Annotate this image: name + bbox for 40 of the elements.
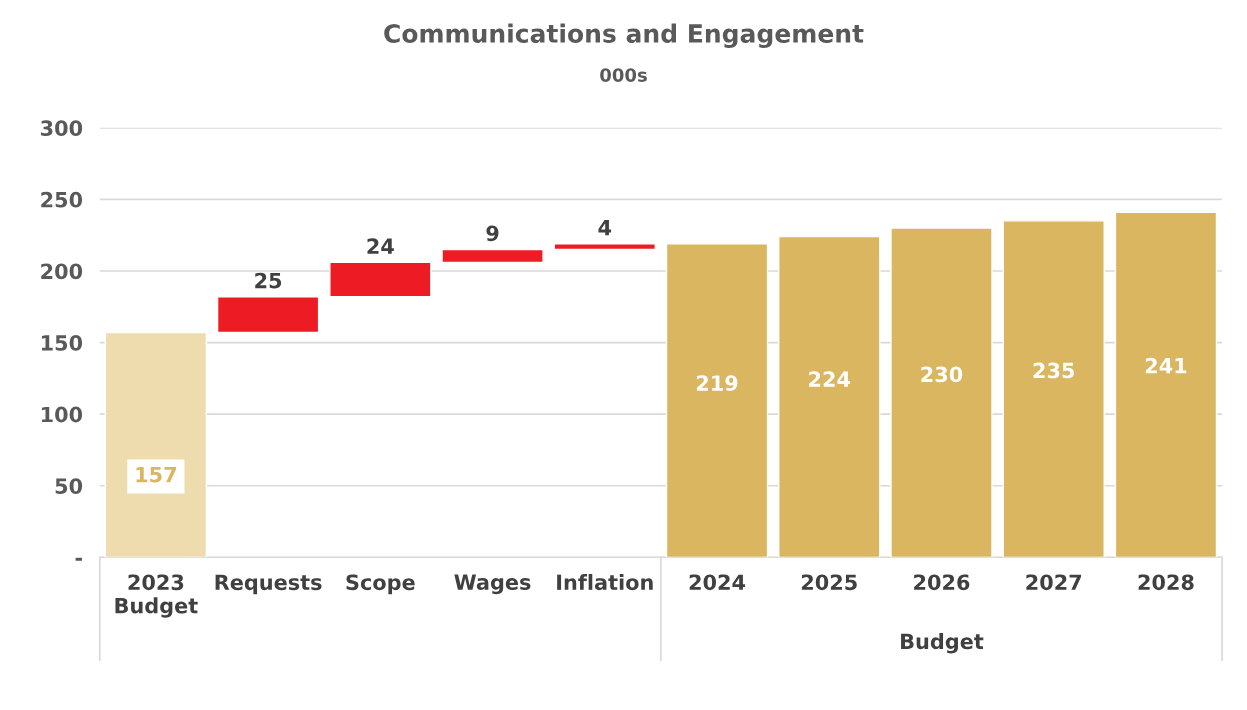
data-label: 241	[1145, 357, 1187, 374]
x-tick-label: 2028	[1138, 574, 1194, 591]
x-tick-label: Wages	[454, 574, 531, 595]
y-tick-label: 50	[55, 478, 83, 494]
x-tick-label: 2024	[689, 574, 746, 591]
data-label: 224	[809, 371, 851, 387]
x-tick-label: Requests	[215, 574, 322, 595]
y-tick-label: 250	[41, 191, 83, 208]
data-label: 9	[486, 225, 499, 242]
chart-subtitle: 000s	[600, 68, 647, 82]
bar	[665, 243, 769, 558]
data-label: 235	[1033, 362, 1074, 379]
bar	[1002, 220, 1105, 558]
text: Budget	[901, 633, 984, 654]
bar	[441, 248, 544, 264]
x-tick-label: Scope	[346, 574, 415, 595]
data-label: 230	[921, 366, 963, 383]
y-tick-label: -	[75, 557, 82, 561]
data-label: 24	[367, 238, 394, 254]
chart-title: Communications and Engagement	[384, 23, 864, 48]
y-tick-label: 100	[41, 406, 83, 423]
data-label: 25	[255, 272, 282, 289]
y-tick-label: 200	[41, 263, 83, 280]
x-tick-label: 2025	[801, 574, 857, 591]
bar	[553, 243, 656, 251]
y-tick-label: 300	[41, 120, 83, 137]
x-tick-label: 2023 Budget	[115, 574, 198, 618]
bar	[329, 261, 432, 298]
data-label: 157	[136, 466, 176, 483]
data-label: 219	[696, 375, 738, 391]
x-tick-label: Inflation	[557, 574, 653, 591]
bar	[1114, 211, 1218, 558]
x-tick-label: 2026	[914, 574, 970, 591]
y-tick-label: 150	[41, 335, 83, 351]
data-label: 4	[598, 219, 612, 236]
bar	[778, 235, 881, 558]
bar	[216, 296, 320, 334]
bar	[104, 331, 208, 558]
x-tick-label: 2027	[1026, 574, 1082, 591]
bar	[890, 227, 993, 558]
